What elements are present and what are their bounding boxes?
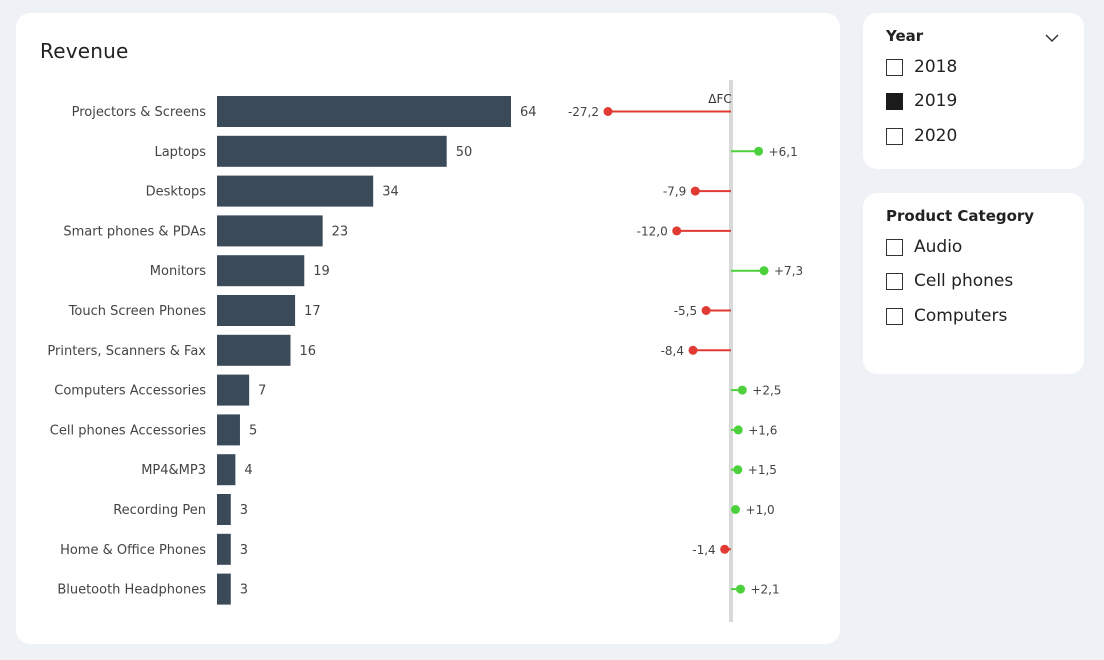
value-label-projectors-screens: 64 [520, 105, 537, 120]
delta-label-smart-phones-pdas: -12,0 [637, 224, 668, 238]
delta-label-printers-scanners-fax: -8,4 [661, 344, 684, 358]
delta-label-mp4-mp3: +1,5 [748, 463, 777, 477]
bar-mp4-mp3 [217, 454, 236, 486]
category-label-laptops: Laptops [154, 145, 206, 160]
bar-printers-scanners-fax [217, 334, 291, 366]
bar-projectors-screens [217, 96, 511, 127]
value-label-touch-screen-phones: 17 [304, 304, 321, 319]
delta-dot-cell-phones-accessories [733, 425, 743, 435]
value-label-laptops: 50 [456, 145, 473, 160]
category-label-smart-phones-pdas: Smart phones & PDAs [63, 224, 206, 239]
year-slicer-title: Year [886, 27, 924, 45]
delta-dot-mp4-mp3 [733, 465, 743, 475]
year-slicer: Year 2018 2019 2020 [863, 13, 1084, 169]
delta-label-bluetooth-headphones: +2,1 [750, 583, 779, 597]
year-option-label: 2020 [914, 126, 958, 146]
delta-dot-bluetooth-headphones [735, 584, 745, 594]
checkbox[interactable] [886, 92, 903, 110]
year-option-2019[interactable]: 2019 [886, 90, 957, 112]
checkbox[interactable] [886, 238, 903, 256]
delta-dot-smart-phones-pdas [672, 226, 682, 236]
value-label-desktops: 34 [382, 185, 399, 200]
checkbox[interactable] [886, 127, 903, 145]
bar-desktops [217, 175, 374, 207]
category-label-cell-phones-accessories: Cell phones Accessories [50, 423, 206, 438]
delta-dot-recording-pen [731, 505, 741, 514]
delta-dot-projectors-screens [603, 107, 613, 116]
chart-title: Revenue [40, 39, 129, 63]
category-label-printers-scanners-fax: Printers, Scanners & Fax [47, 344, 206, 359]
category-label-desktops: Desktops [146, 185, 207, 200]
bar-monitors [217, 255, 305, 287]
delta-label-touch-screen-phones: -5,5 [674, 304, 697, 318]
value-label-recording-pen: 3 [240, 503, 248, 518]
category-option-label: Audio [914, 237, 963, 257]
delta-dot-printers-scanners-fax [688, 345, 698, 355]
category-option-computers[interactable]: Computers [886, 305, 1007, 327]
value-label-monitors: 19 [313, 264, 330, 279]
delta-label-laptops: +6,1 [769, 145, 798, 159]
category-slicer-title: Product Category [886, 207, 1035, 225]
category-label-computers-accessories: Computers Accessories [54, 384, 206, 399]
value-label-smart-phones-pdas: 23 [332, 224, 349, 239]
category-label-mp4-mp3: MP4&MP3 [141, 463, 206, 478]
delta-label-recording-pen: +1,0 [746, 503, 775, 517]
bar-cell-phones-accessories [217, 414, 240, 446]
category-label-monitors: Monitors [150, 264, 206, 279]
delta-dot-monitors [759, 266, 769, 276]
bar-computers-accessories [217, 374, 250, 406]
delta-label-cell-phones-accessories: +1,6 [748, 423, 777, 437]
checkbox[interactable] [886, 307, 903, 325]
category-option-audio[interactable]: Audio [886, 236, 962, 258]
checkbox[interactable] [886, 272, 903, 290]
chevron-down-icon[interactable] [1045, 31, 1059, 45]
delta-label-computers-accessories: +2,5 [752, 384, 781, 398]
bar-bluetooth-headphones [217, 573, 231, 605]
delta-dot-laptops [754, 146, 764, 156]
value-label-printers-scanners-fax: 16 [300, 344, 317, 359]
delta-dot-touch-screen-phones [701, 306, 711, 315]
value-label-home-office-phones: 3 [240, 543, 248, 558]
checkbox[interactable] [886, 58, 903, 76]
delta-label-monitors: +7,3 [774, 264, 803, 278]
value-label-bluetooth-headphones: 3 [240, 583, 248, 598]
delta-header: ΔFC [708, 92, 732, 106]
revenue-card: Revenue ΔFC Projectors & Screens 64 -27,2 La… [16, 13, 840, 644]
value-label-cell-phones-accessories: 5 [249, 423, 257, 438]
category-label-touch-screen-phones: Touch Screen Phones [68, 304, 207, 319]
value-label-computers-accessories: 7 [258, 384, 266, 399]
bar-home-office-phones [217, 533, 231, 565]
value-label-mp4-mp3: 4 [244, 463, 252, 478]
delta-dot-desktops [690, 186, 700, 196]
year-option-2018[interactable]: 2018 [886, 56, 957, 78]
bar-smart-phones-pdas [217, 215, 323, 247]
delta-label-home-office-phones: -1,4 [692, 543, 715, 557]
bar-recording-pen [217, 494, 231, 525]
category-label-bluetooth-headphones: Bluetooth Headphones [57, 583, 206, 598]
year-option-label: 2019 [914, 91, 958, 111]
revenue-chart: ΔFC Projectors & Screens 64 -27,2 Laptops 50 +… [47, 80, 803, 622]
delta-dot-computers-accessories [737, 385, 747, 395]
bar-laptops [217, 135, 447, 167]
delta-label-desktops: -7,9 [663, 185, 686, 199]
category-option-label: Cell phones [914, 271, 1014, 291]
category-option-label: Computers [914, 306, 1008, 326]
product-category-slicer: Product Category Audio Cell phones Compu… [863, 193, 1084, 374]
category-label-recording-pen: Recording Pen [113, 503, 206, 518]
category-option-cell-phones[interactable]: Cell phones [886, 270, 1013, 292]
category-label-home-office-phones: Home & Office Phones [60, 543, 206, 558]
year-option-2020[interactable]: 2020 [886, 125, 957, 147]
delta-label-projectors-screens: -27,2 [568, 105, 599, 119]
delta-dot-home-office-phones [720, 544, 730, 554]
category-label-projectors-screens: Projectors & Screens [72, 105, 207, 120]
year-option-label: 2018 [914, 57, 958, 77]
bar-touch-screen-phones [217, 295, 296, 326]
